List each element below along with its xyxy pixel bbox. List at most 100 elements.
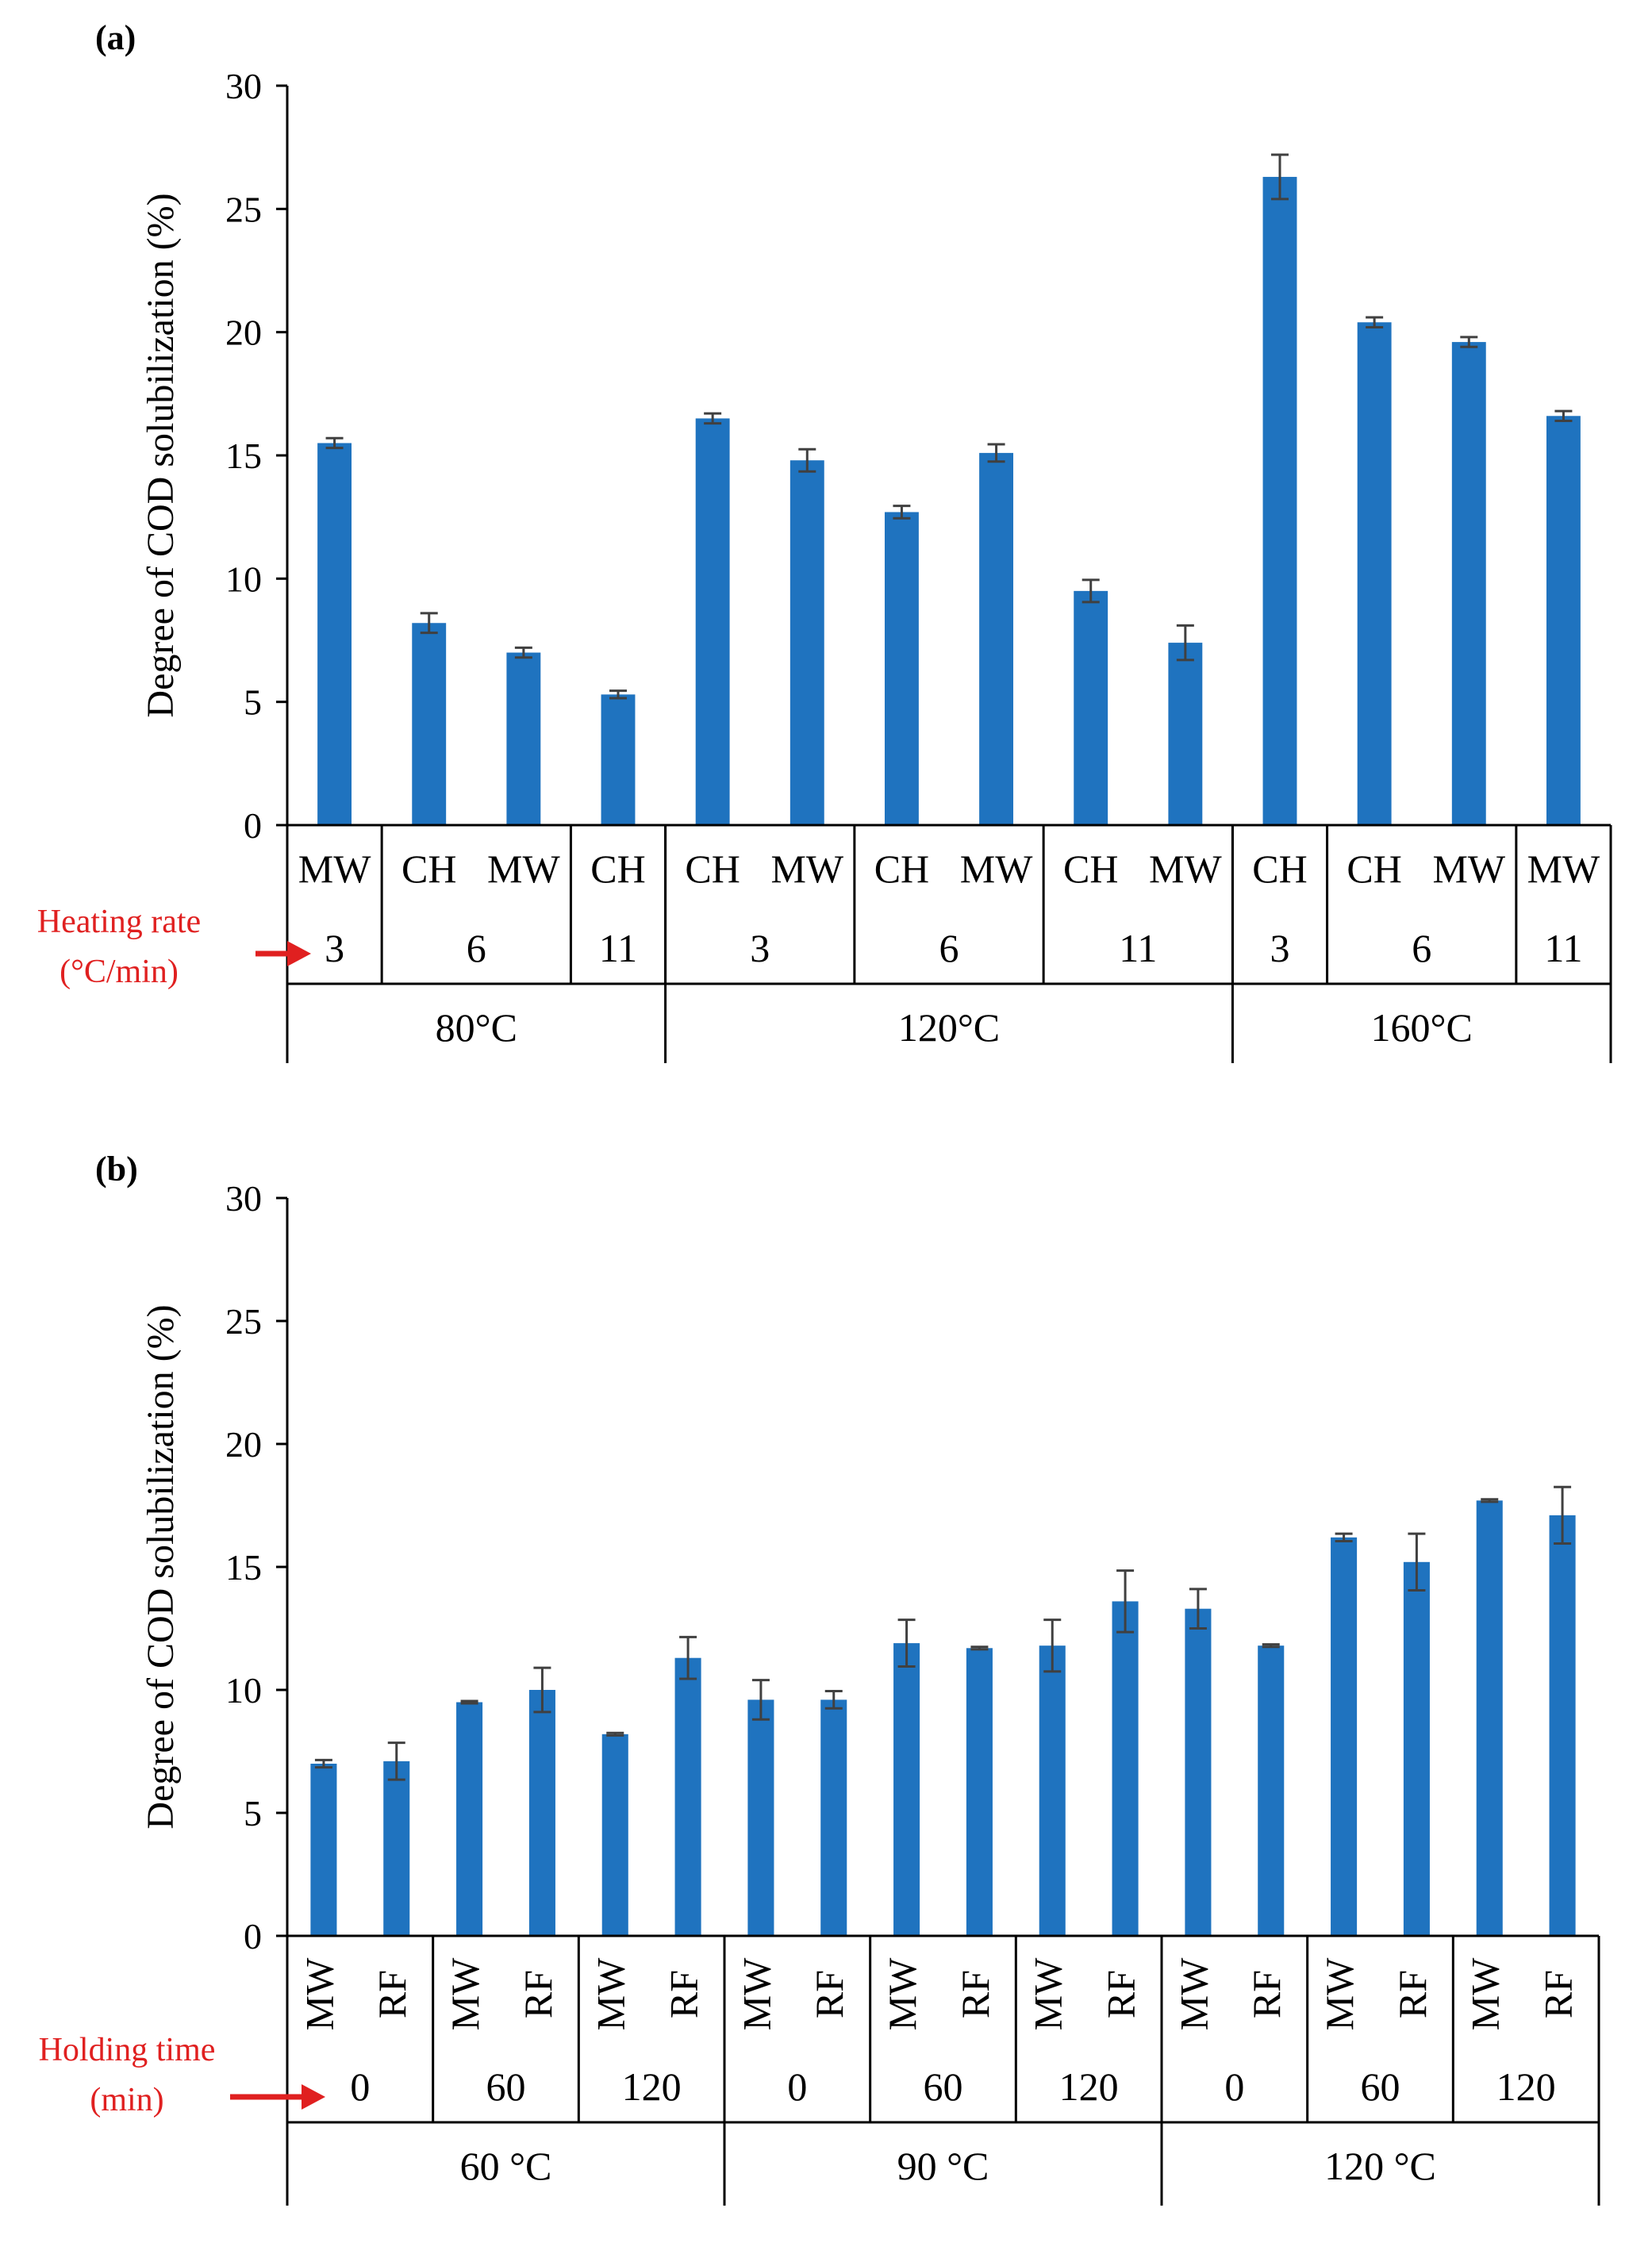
bar bbox=[317, 443, 352, 825]
temperature-label: 80°C bbox=[436, 1005, 517, 1050]
method-label: MW bbox=[960, 847, 1033, 891]
method-label: RF bbox=[1536, 1970, 1581, 2018]
method-label: MW bbox=[443, 1957, 487, 2030]
bar bbox=[674, 1657, 701, 1936]
bar bbox=[456, 1702, 483, 1936]
method-label: MW bbox=[770, 847, 843, 891]
group-label: 60 bbox=[486, 2064, 526, 2109]
bar bbox=[1074, 590, 1108, 825]
y-tick-label: 25 bbox=[225, 1301, 262, 1342]
method-label: MW bbox=[298, 847, 371, 891]
group-label: 6 bbox=[467, 926, 486, 970]
y-tick-label: 10 bbox=[225, 559, 262, 599]
y-tick-label: 30 bbox=[225, 1178, 262, 1219]
method-label: MW bbox=[1527, 847, 1600, 891]
bar bbox=[310, 1764, 337, 1936]
method-label: MW bbox=[734, 1957, 778, 2030]
temperature-label: 160°C bbox=[1371, 1005, 1473, 1050]
method-label: MW bbox=[1463, 1957, 1508, 2030]
method-label: RF bbox=[807, 1970, 851, 2018]
method-label: MW bbox=[1149, 847, 1222, 891]
group-label: 60 bbox=[924, 2064, 963, 2109]
bar bbox=[966, 1648, 993, 1936]
group-label: 120 bbox=[622, 2064, 682, 2109]
group-label: 3 bbox=[325, 926, 344, 970]
method-label: MW bbox=[487, 847, 560, 891]
group-label: 0 bbox=[787, 2064, 807, 2109]
method-label: CH bbox=[874, 847, 929, 891]
method-label: MW bbox=[589, 1957, 633, 2030]
bar bbox=[893, 1643, 920, 1936]
method-label: CH bbox=[1347, 847, 1401, 891]
method-label: RF bbox=[370, 1970, 414, 2018]
bar bbox=[528, 1690, 555, 1936]
y-axis-title: Degree of COD solubilization (%) bbox=[140, 193, 182, 717]
method-label: MW bbox=[297, 1957, 341, 2030]
group-label: 0 bbox=[350, 2064, 370, 2109]
arrow-head-icon bbox=[287, 941, 311, 966]
bar bbox=[747, 1699, 774, 1936]
group-label: 0 bbox=[1224, 2064, 1244, 2109]
bar bbox=[412, 623, 447, 825]
side-annotation-line2: (°C/min) bbox=[60, 954, 179, 990]
method-label: CH bbox=[685, 847, 740, 891]
method-label: CH bbox=[401, 847, 456, 891]
method-label: CH bbox=[1063, 847, 1118, 891]
y-tick-label: 25 bbox=[225, 189, 262, 229]
bar bbox=[1403, 1561, 1430, 1936]
bar bbox=[601, 1734, 628, 1936]
y-axis-title: Degree of COD solubilization (%) bbox=[140, 1304, 182, 1829]
y-tick-label: 10 bbox=[225, 1670, 262, 1711]
bar bbox=[383, 1761, 410, 1936]
bar bbox=[1451, 342, 1486, 825]
panel-label: (a) bbox=[95, 18, 136, 57]
bar bbox=[1476, 1500, 1503, 1936]
side-annotation-line1: Heating rate bbox=[37, 904, 201, 940]
y-tick-label: 20 bbox=[225, 1424, 262, 1465]
method-label: MW bbox=[1432, 847, 1505, 891]
panel-label: (b) bbox=[95, 1150, 138, 1188]
bar bbox=[1331, 1537, 1358, 1936]
group-label: 3 bbox=[1270, 926, 1290, 970]
group-label: 120 bbox=[1059, 2064, 1119, 2109]
group-label: 11 bbox=[599, 926, 637, 970]
y-tick-label: 15 bbox=[225, 436, 262, 476]
method-label: RF bbox=[662, 1970, 706, 2018]
arrow-head-icon bbox=[302, 2084, 325, 2110]
bar bbox=[1357, 322, 1392, 825]
method-label: RF bbox=[953, 1970, 997, 2018]
group-label: 11 bbox=[1544, 926, 1582, 970]
y-tick-label: 15 bbox=[225, 1547, 262, 1588]
bar bbox=[506, 652, 541, 825]
method-label: RF bbox=[1099, 1970, 1143, 2018]
group-label: 6 bbox=[939, 926, 959, 970]
y-tick-label: 5 bbox=[244, 682, 262, 723]
method-label: CH bbox=[590, 847, 645, 891]
bar bbox=[1185, 1608, 1212, 1936]
group-label: 60 bbox=[1361, 2064, 1400, 2109]
group-label: 120 bbox=[1496, 2064, 1556, 2109]
method-label: RF bbox=[1244, 1970, 1289, 2018]
bar bbox=[1546, 416, 1581, 825]
y-tick-label: 0 bbox=[244, 1916, 262, 1956]
temperature-label: 90 °C bbox=[897, 2144, 989, 2188]
method-label: MW bbox=[880, 1957, 924, 2030]
group-label: 6 bbox=[1412, 926, 1431, 970]
bar bbox=[1039, 1645, 1066, 1936]
bar bbox=[790, 460, 824, 825]
bar bbox=[695, 418, 730, 825]
bar bbox=[1549, 1515, 1576, 1936]
group-label: 11 bbox=[1119, 926, 1157, 970]
method-label: MW bbox=[1317, 1957, 1362, 2030]
temperature-label: 120°C bbox=[898, 1005, 1000, 1050]
bar bbox=[1258, 1645, 1285, 1936]
temperature-label: 60 °C bbox=[460, 2144, 552, 2188]
temperature-label: 120 °C bbox=[1324, 2144, 1436, 2188]
bar bbox=[884, 512, 919, 825]
y-tick-label: 30 bbox=[225, 66, 262, 106]
group-label: 3 bbox=[750, 926, 770, 970]
bar bbox=[1262, 176, 1297, 826]
method-label: RF bbox=[1390, 1970, 1435, 2018]
chart-a: (a) 0 5 10 15 20 25 30 Degree of COD solubilizat… bbox=[37, 18, 1612, 1063]
